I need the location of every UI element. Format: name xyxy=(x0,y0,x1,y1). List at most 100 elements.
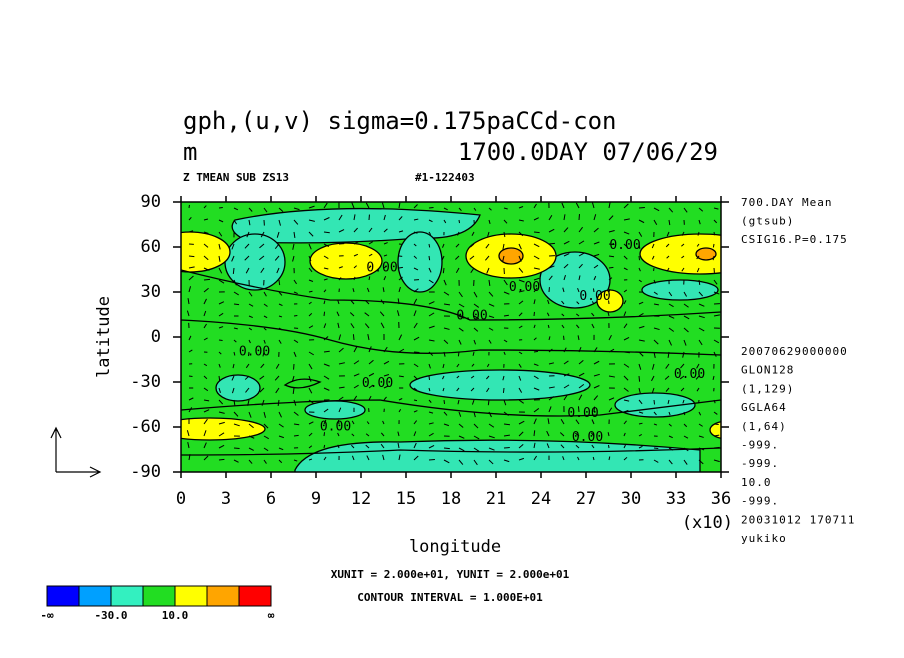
contour-label: 0.00 xyxy=(362,376,393,391)
title-unit: m xyxy=(183,138,197,166)
colorbar-cell xyxy=(111,586,143,606)
wind-vector xyxy=(713,244,714,247)
x-tick-label: 0 xyxy=(176,489,186,509)
wind-vector xyxy=(189,256,194,257)
x-tick-label: 33 xyxy=(666,489,686,509)
x-axis-label: longitude xyxy=(409,537,501,557)
wind-vector xyxy=(549,243,555,244)
wind-vector xyxy=(279,280,280,285)
contour-label: 0.00 xyxy=(579,289,610,304)
wind-vector xyxy=(204,279,210,280)
y-tick-label: 0 xyxy=(151,327,161,347)
y-tick-label: -90 xyxy=(130,462,161,482)
wind-vector xyxy=(654,400,655,404)
contour-label: 0.00 xyxy=(509,280,540,295)
wind-vector xyxy=(219,340,223,341)
colorbar-label: 10.0 xyxy=(162,609,189,622)
wind-vector xyxy=(234,448,240,449)
wind-vector xyxy=(639,256,640,260)
wind-vector xyxy=(609,267,613,268)
wind-vector xyxy=(459,220,460,223)
colorbar-cell xyxy=(207,586,239,606)
info-text: GGLA64 xyxy=(741,401,787,414)
x-tick-label: 6 xyxy=(266,489,276,509)
wind-vector xyxy=(639,376,640,382)
subtitle-right: #1-122403 xyxy=(415,171,475,184)
colorbar-cell xyxy=(239,586,271,606)
wind-vector xyxy=(714,232,715,235)
subtitle-left: Z TMEAN SUB ZS13 xyxy=(183,171,289,184)
wind-vector xyxy=(294,435,299,436)
colorbar-cell xyxy=(47,586,79,606)
wind-vector xyxy=(444,448,450,449)
wind-vector xyxy=(488,400,489,405)
contour-label: 0.00 xyxy=(456,309,487,324)
y-tick-label: 30 xyxy=(141,282,161,302)
info-text: CSIG16.P=0.175 xyxy=(741,233,848,246)
wind-vector xyxy=(233,268,234,274)
info-text: -999. xyxy=(741,457,779,470)
wind-vector xyxy=(429,207,434,208)
contour-label: 0.00 xyxy=(239,345,270,360)
x-tick-label: 24 xyxy=(531,489,551,509)
colorbar-cell xyxy=(143,586,175,606)
chart-title: gph,(u,v) sigma=0.175paCCd-con xyxy=(183,107,616,135)
info-text: (1,129) xyxy=(741,382,794,395)
colorbar-label: -∞ xyxy=(40,609,54,622)
y-axis-label: latitude xyxy=(94,296,114,378)
x-tick-label: 18 xyxy=(441,489,461,509)
contour-note: CONTOUR INTERVAL = 1.000E+01 xyxy=(357,591,543,604)
wind-vector xyxy=(714,447,720,448)
wind-vector xyxy=(714,424,719,425)
wind-vector xyxy=(324,312,325,316)
x-tick-label: 27 xyxy=(576,489,596,509)
wind-vector xyxy=(414,352,419,353)
info-text: -999. xyxy=(741,495,779,508)
info-text: -999. xyxy=(741,439,779,452)
x-tick-label: 3 xyxy=(221,489,231,509)
info-text: 20070629000000 xyxy=(741,345,848,358)
info-text: 700.DAY Mean xyxy=(741,196,832,209)
info-text: yukiko xyxy=(741,532,787,545)
contour-label: 0.00 xyxy=(567,406,598,421)
wind-vector xyxy=(219,459,224,460)
x-tick-label: 21 xyxy=(486,489,506,509)
wind-vector xyxy=(414,400,417,401)
unit-note: XUNIT = 2.000e+01, YUNIT = 2.000e+01 xyxy=(331,568,570,581)
contour-label: 0.00 xyxy=(572,430,603,445)
y-tick-label: -60 xyxy=(130,417,161,437)
x-tick-label: 36 xyxy=(711,489,731,509)
wind-vector xyxy=(234,304,239,305)
contour-label: 0.00 xyxy=(366,261,397,276)
y-tick-label: 60 xyxy=(141,237,161,257)
info-text: (1,64) xyxy=(741,420,787,433)
wind-vector xyxy=(219,207,223,208)
info-text: 20031012 170711 xyxy=(741,513,855,526)
info-text: 10.0 xyxy=(741,476,772,489)
colorbar-cell xyxy=(79,586,111,606)
wind-vector xyxy=(443,268,444,273)
wind-vector xyxy=(534,351,538,352)
wind-vector xyxy=(429,256,430,260)
info-text: GLON128 xyxy=(741,364,794,377)
contour-label: 0.00 xyxy=(609,238,640,253)
wind-vector xyxy=(608,445,609,448)
wind-vector xyxy=(399,267,403,268)
x-tick-label: 9 xyxy=(311,489,321,509)
wind-vector xyxy=(503,388,504,393)
wind-vector xyxy=(548,325,549,328)
wind-vector xyxy=(639,207,645,208)
contour-label: 0.00 xyxy=(320,420,351,435)
contour-label: 0.00 xyxy=(674,367,705,382)
info-text: (gtsub) xyxy=(741,215,794,228)
x-tick-label: 30 xyxy=(621,489,641,509)
wind-vector xyxy=(324,445,325,448)
wind-vector xyxy=(429,244,430,247)
wind-vector xyxy=(353,334,354,340)
y-tick-label: -30 xyxy=(130,372,161,392)
reference-vector xyxy=(51,428,100,477)
wind-vector xyxy=(654,448,658,449)
wind-vector xyxy=(458,352,459,356)
wind-vector xyxy=(444,400,445,404)
